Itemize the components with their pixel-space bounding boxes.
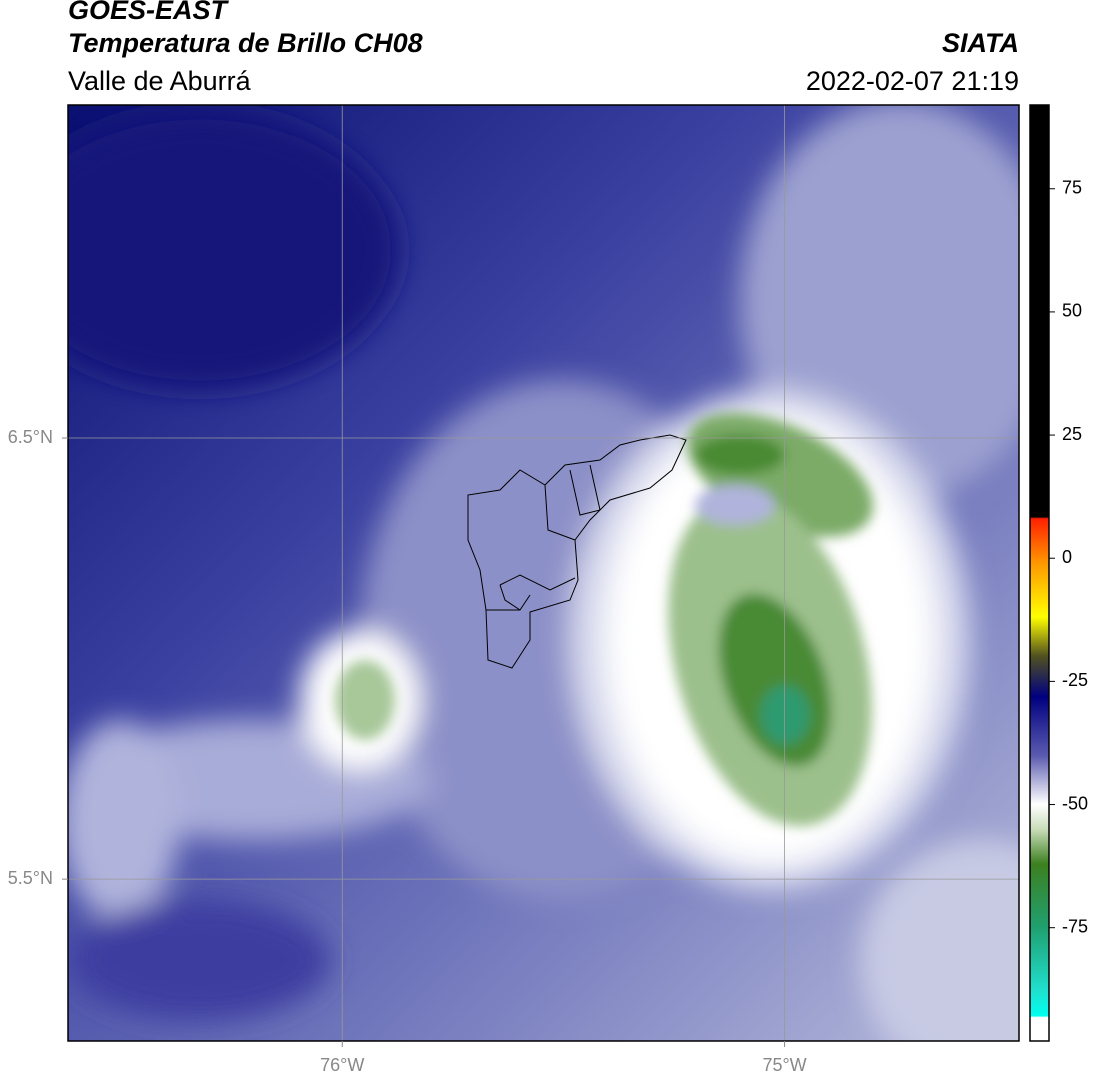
grid: [68, 105, 1019, 1041]
x-tick-label: 75°W: [762, 1055, 806, 1075]
colorbar-tick-label: -75: [1062, 916, 1088, 936]
region: Valle de Aburrá: [68, 66, 252, 96]
datetime: 2022-02-07 21:19: [806, 66, 1019, 96]
x-tick-label: 76°W: [320, 1055, 364, 1075]
colorbar-tick-label: -50: [1062, 793, 1088, 813]
y-tick-label: 5.5°N: [8, 868, 53, 888]
colorbar: [1029, 104, 1050, 1042]
source: SIATA: [942, 28, 1019, 58]
colorbar-tick-label: -25: [1062, 670, 1088, 690]
subtitle: Temperatura de Brillo CH08: [68, 28, 423, 58]
colorbar-tick-label: 75: [1062, 177, 1082, 197]
municipality-boundaries: [467, 434, 687, 669]
map-frame: [67, 104, 1020, 1042]
colorbar-tick-label: 25: [1062, 424, 1082, 444]
satellite-image: [68, 105, 1019, 1041]
title: GOES-EAST: [68, 0, 230, 25]
colorbar-tick-label: 50: [1062, 301, 1082, 321]
colorbar-tick-label: 0: [1062, 547, 1072, 567]
y-tick-label: 6.5°N: [8, 427, 53, 447]
